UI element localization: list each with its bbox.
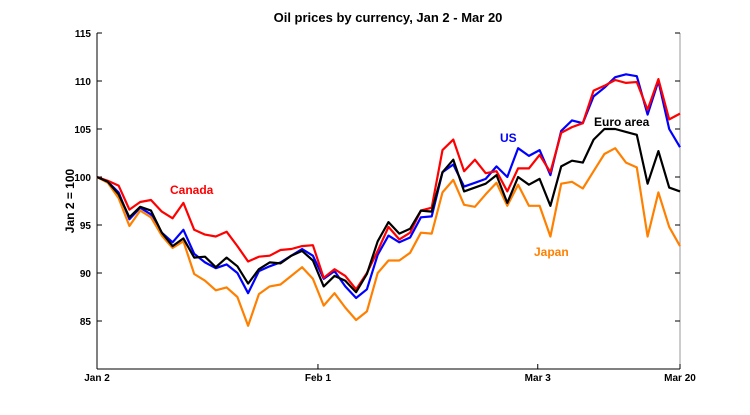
chart-title: Oil prices by currency, Jan 2 - Mar 20 (274, 10, 503, 25)
x-tick-label: Mar 3 (525, 373, 552, 384)
x-tick-label: Mar 20 (664, 373, 696, 384)
y-tick-label: 95 (80, 221, 92, 232)
series-line-japan (96, 147, 681, 327)
x-tick-label: Feb 1 (305, 373, 332, 384)
series-label-us: US (500, 131, 517, 145)
y-tick-label: 110 (75, 77, 92, 88)
series-label-japan: Japan (534, 245, 569, 259)
y-tick-label: 85 (80, 317, 92, 328)
x-tick-label: Jan 2 (84, 373, 110, 384)
series-line-canada (96, 77, 681, 291)
series-label-euro-area: Euro area (594, 115, 650, 129)
series-line-euro-area (96, 127, 681, 294)
y-tick-label: 90 (80, 269, 92, 280)
series-label-canada: Canada (170, 183, 214, 197)
y-axis-label: Jan 2 = 100 (63, 168, 77, 233)
y-tick-label: 100 (74, 173, 91, 184)
y-tick-label: 115 (75, 29, 92, 40)
y-tick-label: 105 (74, 125, 91, 136)
